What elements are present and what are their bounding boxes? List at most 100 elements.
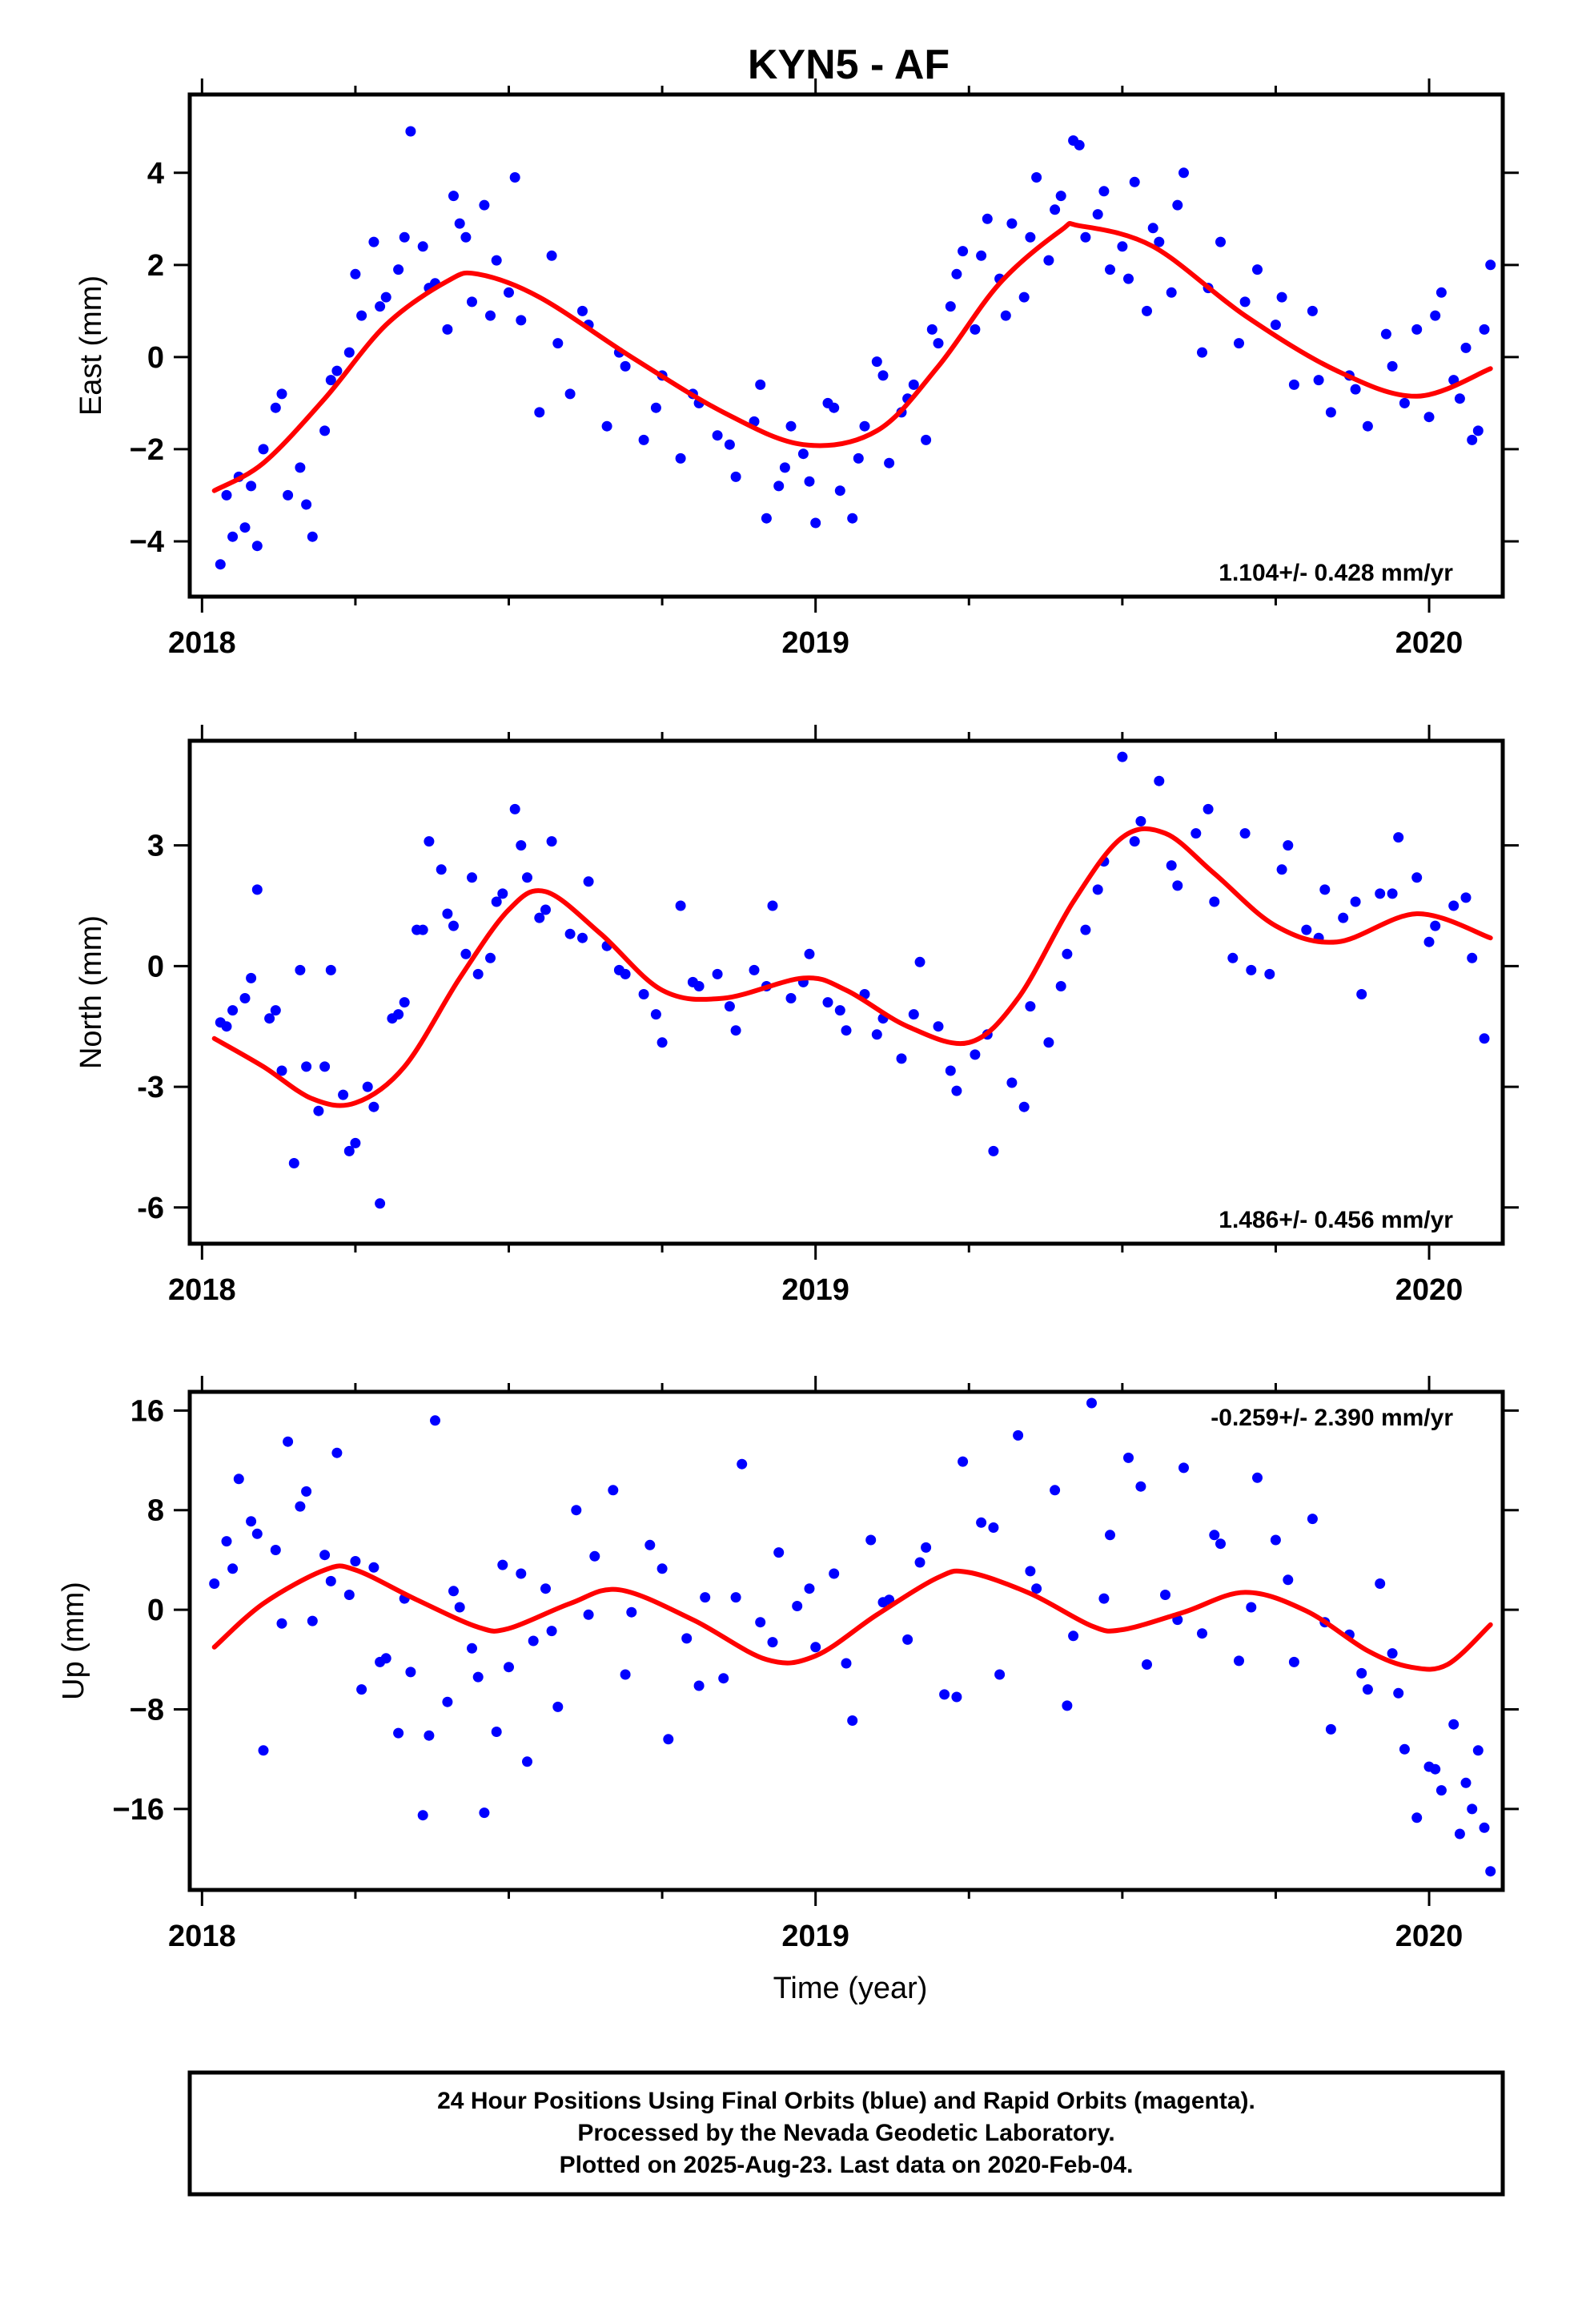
footer-box: 24 Hour Positions Using Final Orbits (bl… [187, 2070, 1505, 2197]
north-data-point [1191, 828, 1202, 839]
east-data-point [295, 462, 306, 473]
north-data-point [1460, 892, 1472, 903]
up-data-point [737, 1458, 748, 1470]
north-data-point [1387, 888, 1398, 899]
north-rate-label: 1.486+/- 0.456 mm/yr [1219, 1207, 1453, 1233]
up-data-point [1135, 1481, 1146, 1492]
north-data-point [577, 932, 588, 943]
north-data-point [227, 1005, 239, 1016]
east-data-point [847, 513, 858, 524]
east-x-tick-label: 2018 [168, 626, 236, 660]
up-data-point [656, 1563, 668, 1574]
east-data-point [1197, 347, 1207, 358]
up-plot-area [209, 1397, 1496, 1877]
north-data-point [1117, 751, 1128, 762]
east-data-point [1043, 255, 1054, 266]
east-data-point [1430, 310, 1441, 321]
east-data-point [1172, 199, 1183, 211]
north-y-tick-label: 0 [147, 950, 164, 983]
up-y-tick-label: 0 [147, 1594, 164, 1627]
north-data-point [1338, 912, 1349, 923]
east-data-point [1307, 305, 1318, 316]
north-x-tick-label: 2020 [1395, 1273, 1464, 1307]
east-data-point [552, 338, 564, 349]
north-data-point [1080, 924, 1091, 935]
north-data-point [393, 1009, 404, 1020]
up-data-point [1142, 1659, 1152, 1670]
up-data-point [209, 1578, 220, 1589]
north-data-point [448, 920, 459, 931]
east-data-point [546, 250, 557, 261]
up-data-point [325, 1575, 336, 1586]
up-data-point [1393, 1687, 1404, 1699]
east-data-point [319, 425, 331, 436]
north-data-point [1135, 816, 1146, 826]
east-data-point [773, 480, 785, 492]
up-data-point [620, 1669, 631, 1680]
east-data-point [1467, 434, 1478, 445]
up-data-point [1307, 1514, 1318, 1525]
north-data-point [1375, 888, 1386, 899]
east-data-point [884, 457, 895, 468]
north-data-point [417, 924, 428, 935]
up-data-point [331, 1447, 343, 1458]
up-data-point [583, 1609, 594, 1620]
up-data-point [1105, 1530, 1115, 1541]
up-data-point [251, 1528, 263, 1539]
north-data-point [1154, 775, 1165, 786]
north-data-point [564, 928, 576, 939]
north-data-point [1430, 920, 1441, 931]
north-data-point [1393, 832, 1404, 843]
up-data-point [1013, 1429, 1024, 1441]
north-plot-area [211, 751, 1493, 1209]
north-data-point [325, 964, 336, 975]
up-data-point [454, 1602, 465, 1613]
north-data-point [730, 1025, 741, 1036]
east-data-point [926, 324, 938, 335]
up-data-point [1160, 1590, 1170, 1600]
up-data-point [1472, 1745, 1484, 1756]
up-data-point [1178, 1462, 1189, 1474]
east-model-curve [211, 221, 1493, 493]
east-data-point [982, 213, 993, 224]
up-data-point [528, 1635, 539, 1647]
east-data-point [976, 250, 987, 261]
east-data-point [393, 264, 404, 275]
east-data-point [730, 471, 741, 482]
up-data-point [448, 1586, 459, 1597]
up-data-point [246, 1516, 257, 1527]
up-y-tick-label: −16 [113, 1793, 164, 1827]
up-data-point [877, 1597, 889, 1608]
north-data-point [399, 997, 410, 1008]
up-data-point [1362, 1684, 1373, 1695]
north-panel: 2018 2019 2020 -6 -3 0 3 North (mm) 1.486+/- 0.4… [74, 725, 1519, 1307]
up-data-point [552, 1701, 564, 1712]
north-data-point [1423, 936, 1435, 947]
north-data-point [1129, 836, 1140, 847]
east-data-point [564, 388, 576, 400]
east-data-point [442, 324, 453, 335]
up-data-point [1098, 1593, 1110, 1604]
up-data-point [540, 1583, 551, 1594]
up-data-point [301, 1486, 312, 1497]
east-data-point [417, 241, 428, 252]
north-data-point [656, 1037, 668, 1048]
up-data-point [804, 1583, 815, 1594]
north-data-point [687, 976, 698, 987]
north-data-point [908, 1009, 919, 1020]
north-data-point [1043, 1037, 1054, 1048]
up-data-point [810, 1642, 821, 1653]
north-data-point [841, 1025, 852, 1036]
east-data-point [712, 430, 723, 441]
east-data-point [829, 402, 840, 413]
east-data-point [1142, 305, 1152, 316]
up-data-point [589, 1550, 600, 1562]
north-y-axis-label: North (mm) [74, 915, 108, 1069]
east-data-point [221, 489, 232, 501]
north-y-tick-label: -3 [137, 1071, 164, 1104]
north-data-point [221, 1021, 232, 1032]
north-data-point [675, 900, 686, 911]
up-data-point [902, 1634, 913, 1645]
up-data-point [221, 1536, 232, 1547]
